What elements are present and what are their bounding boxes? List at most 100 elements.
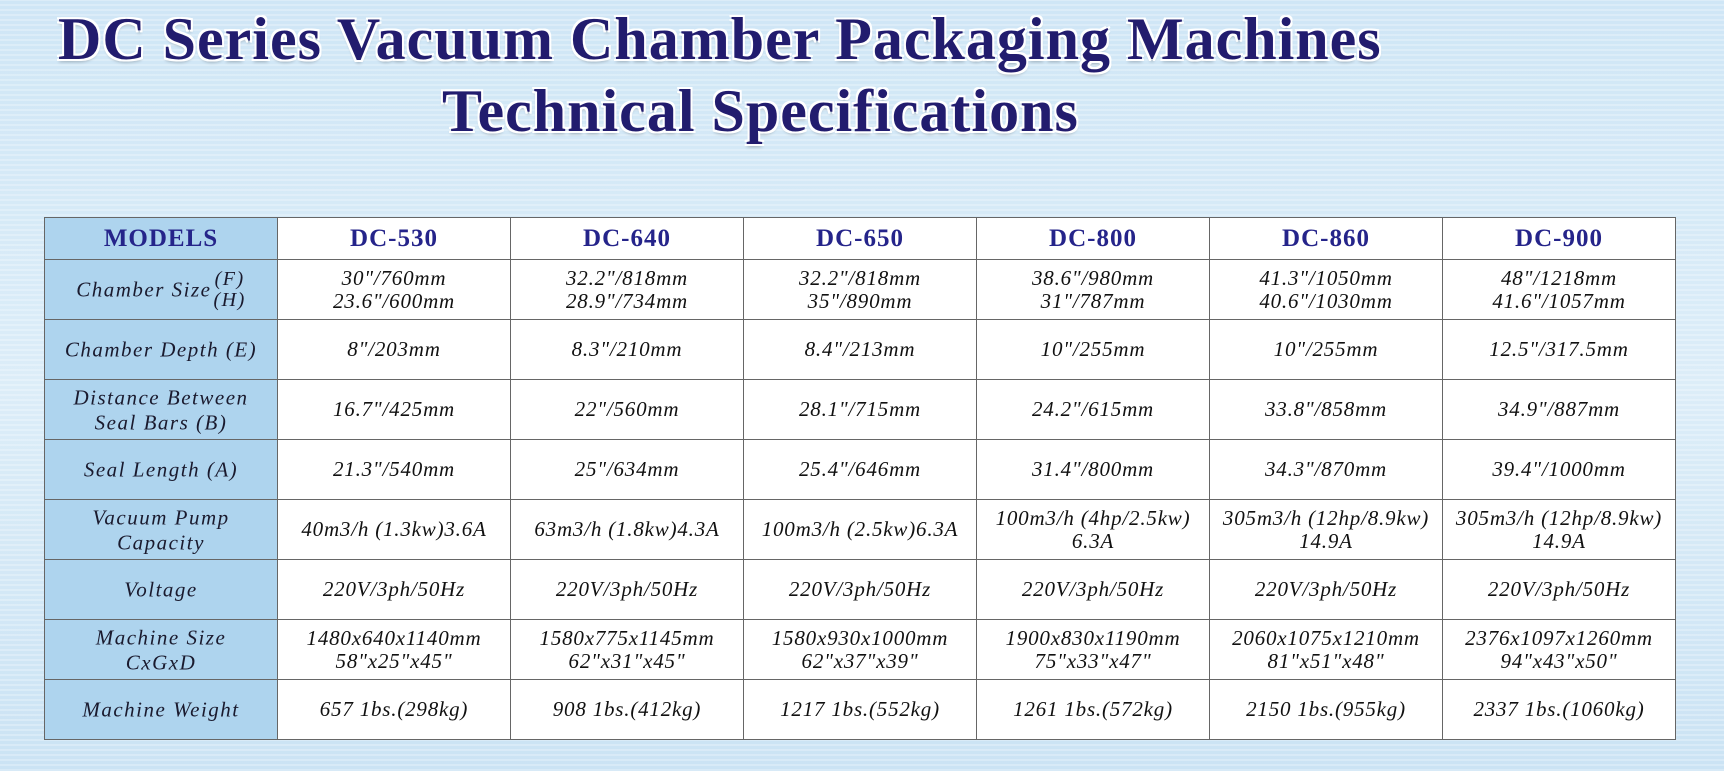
cell-line: 94"x43"x50" bbox=[1500, 648, 1618, 673]
spec-cell: 908 1bs.(412kg) bbox=[510, 679, 744, 740]
spec-cell: 2376x1097x1260mm 94"x43"x50" bbox=[1442, 619, 1676, 680]
label-mark: (F) bbox=[214, 267, 245, 290]
cell-line: 38.6"/980mm bbox=[1031, 265, 1155, 290]
spec-cell: 28.1"/715mm bbox=[743, 379, 977, 440]
cell-line: 14.9A bbox=[1299, 528, 1353, 553]
label-text: Chamber Depth (E) bbox=[65, 338, 257, 362]
cell-line: 23.6"/600mm bbox=[332, 288, 456, 313]
cell-line: 2060x1075x1210mm bbox=[1232, 625, 1420, 650]
spec-cell: 220V/3ph/50Hz bbox=[1442, 559, 1676, 620]
label-line: Chamber Depth (E) bbox=[64, 337, 258, 362]
row-label: Machine Weight bbox=[44, 679, 278, 740]
cell-line: 31.4"/800mm bbox=[1031, 457, 1155, 481]
column-header: DC-650 bbox=[743, 217, 977, 260]
spec-cell: 8.4"/213mm bbox=[743, 319, 977, 380]
label-text: Voltage bbox=[124, 578, 198, 602]
cell-line: 6.3A bbox=[1071, 528, 1115, 553]
spec-cell: 305m3/h (12hp/8.9kw) 14.9A bbox=[1442, 499, 1676, 560]
spec-cell: 34.9"/887mm bbox=[1442, 379, 1676, 440]
spec-cell: 10"/255mm bbox=[1209, 319, 1443, 380]
cell-line: 34.3"/870mm bbox=[1264, 457, 1388, 481]
spec-cell: 220V/3ph/50Hz bbox=[277, 559, 511, 620]
cell-line: 220V/3ph/50Hz bbox=[1487, 577, 1631, 601]
cell-line: 21.3"/540mm bbox=[332, 457, 456, 481]
spec-cell: 25"/634mm bbox=[510, 439, 744, 500]
spec-cell: 38.6"/980mm 31"/787mm bbox=[976, 259, 1210, 320]
spec-cell: 1217 1bs.(552kg) bbox=[743, 679, 977, 740]
cell-line: 10"/255mm bbox=[1273, 337, 1379, 361]
label-line: Seal Length (A) bbox=[83, 457, 239, 482]
spec-cell: 220V/3ph/50Hz bbox=[976, 559, 1210, 620]
spec-cell: 24.2"/615mm bbox=[976, 379, 1210, 440]
row-label: Chamber Depth (E) bbox=[44, 319, 278, 380]
cell-line: 63m3/h (1.8kw)4.3A bbox=[534, 517, 720, 541]
cell-line: 24.2"/615mm bbox=[1031, 397, 1155, 421]
spec-cell: 48"/1218mm 41.6"/1057mm bbox=[1442, 259, 1676, 320]
spec-cell: 34.3"/870mm bbox=[1209, 439, 1443, 500]
column-header: MODELS bbox=[44, 217, 278, 260]
cell-line: 220V/3ph/50Hz bbox=[1254, 577, 1398, 601]
cell-line: 41.6"/1057mm bbox=[1492, 288, 1626, 313]
spec-cell: 41.3"/1050mm 40.6"/1030mm bbox=[1209, 259, 1443, 320]
spec-cell: 220V/3ph/50Hz bbox=[1209, 559, 1443, 620]
spec-cell: 220V/3ph/50Hz bbox=[743, 559, 977, 620]
cell-line: 220V/3ph/50Hz bbox=[788, 577, 932, 601]
spec-cell: 25.4"/646mm bbox=[743, 439, 977, 500]
spec-cell: 1580x775x1145mm 62"x31"x45" bbox=[510, 619, 744, 680]
spec-cell: 2060x1075x1210mm 81"x51"x48" bbox=[1209, 619, 1443, 680]
cell-line: 100m3/h (2.5kw)6.3A bbox=[761, 517, 959, 541]
cell-line: 58"x25"x45" bbox=[335, 648, 453, 673]
spec-table: MODELS DC-530 DC-640 DC-650 DC-800 DC-860 DC-9… bbox=[44, 217, 1676, 740]
cell-line: 10"/255mm bbox=[1040, 337, 1146, 361]
cell-line: 305m3/h (12hp/8.9kw) bbox=[1455, 505, 1663, 530]
cell-line: 30"/760mm bbox=[341, 265, 447, 290]
spec-cell: 22"/560mm bbox=[510, 379, 744, 440]
cell-line: 2376x1097x1260mm bbox=[1465, 625, 1653, 650]
cell-line: 14.9A bbox=[1532, 528, 1586, 553]
column-header: DC-900 bbox=[1442, 217, 1676, 260]
cell-line: 1580x930x1000mm bbox=[771, 625, 949, 650]
cell-line: 8.3"/210mm bbox=[571, 337, 683, 361]
row-label: Seal Length (A) bbox=[44, 439, 278, 500]
cell-line: 31"/787mm bbox=[1040, 288, 1146, 313]
cell-line: 100m3/h (4hp/2.5kw) bbox=[995, 505, 1191, 530]
spec-cell: 2337 1bs.(1060kg) bbox=[1442, 679, 1676, 740]
table-row: Chamber Depth (E) 8"/203mm 8.3"/210mm 8.4"/… bbox=[44, 319, 1676, 380]
cell-line: 62"x31"x45" bbox=[568, 648, 686, 673]
spec-cell: 100m3/h (4hp/2.5kw) 6.3A bbox=[976, 499, 1210, 560]
spec-cell: 1580x930x1000mm 62"x37"x39" bbox=[743, 619, 977, 680]
cell-line: 220V/3ph/50Hz bbox=[1021, 577, 1165, 601]
table-row: Vacuum Pump Capacity 40m3/h (1.3kw)3.6A 63m… bbox=[44, 499, 1676, 560]
row-label: Distance Between Seal Bars (B) bbox=[44, 379, 278, 440]
spec-cell: 10"/255mm bbox=[976, 319, 1210, 380]
cell-line: 2337 1bs.(1060kg) bbox=[1473, 697, 1645, 721]
spec-cell: 32.2"/818mm 28.9"/734mm bbox=[510, 259, 744, 320]
table-row: Voltage 220V/3ph/50Hz 220V/3ph/50Hz 220V/3p… bbox=[44, 559, 1676, 620]
cell-line: 81"x51"x48" bbox=[1267, 648, 1385, 673]
spec-cell: 305m3/h (12hp/8.9kw) 14.9A bbox=[1209, 499, 1443, 560]
column-header: DC-530 bbox=[277, 217, 511, 260]
label-marks: (F) (H) bbox=[213, 267, 245, 311]
cell-line: 2150 1bs.(955kg) bbox=[1246, 697, 1406, 721]
column-header: DC-800 bbox=[976, 217, 1210, 260]
title-line: DC Series Vacuum Chamber Packaging Machi… bbox=[58, 6, 1382, 72]
label-line: Chamber Size bbox=[76, 277, 212, 301]
label-text: Machine Size CxGxD bbox=[96, 626, 227, 675]
spec-cell: 2150 1bs.(955kg) bbox=[1209, 679, 1443, 740]
cell-line: 34.9"/887mm bbox=[1497, 397, 1621, 421]
cell-line: 41.3"/1050mm bbox=[1259, 265, 1393, 290]
cell-line: 220V/3ph/50Hz bbox=[322, 577, 466, 601]
label-line: Vacuum Pump bbox=[92, 505, 230, 530]
spec-cell: 1480x640x1140mm 58"x25"x45" bbox=[277, 619, 511, 680]
spec-cell: 40m3/h (1.3kw)3.6A bbox=[277, 499, 511, 560]
cell-line: 75"x33"x47" bbox=[1034, 648, 1152, 673]
label-line: Capacity bbox=[117, 530, 205, 555]
label-line: Machine Size bbox=[95, 625, 227, 650]
cell-line: 32.2"/818mm bbox=[798, 265, 922, 290]
label-text: Vacuum Pump Capacity bbox=[92, 506, 229, 555]
row-label: Vacuum Pump Capacity bbox=[44, 499, 278, 560]
cell-line: 40m3/h (1.3kw)3.6A bbox=[301, 517, 487, 541]
table-row: Seal Length (A) 21.3"/540mm 25"/634mm 25.4"… bbox=[44, 439, 1676, 500]
cell-line: 40.6"/1030mm bbox=[1259, 288, 1393, 313]
spec-cell: 31.4"/800mm bbox=[976, 439, 1210, 500]
